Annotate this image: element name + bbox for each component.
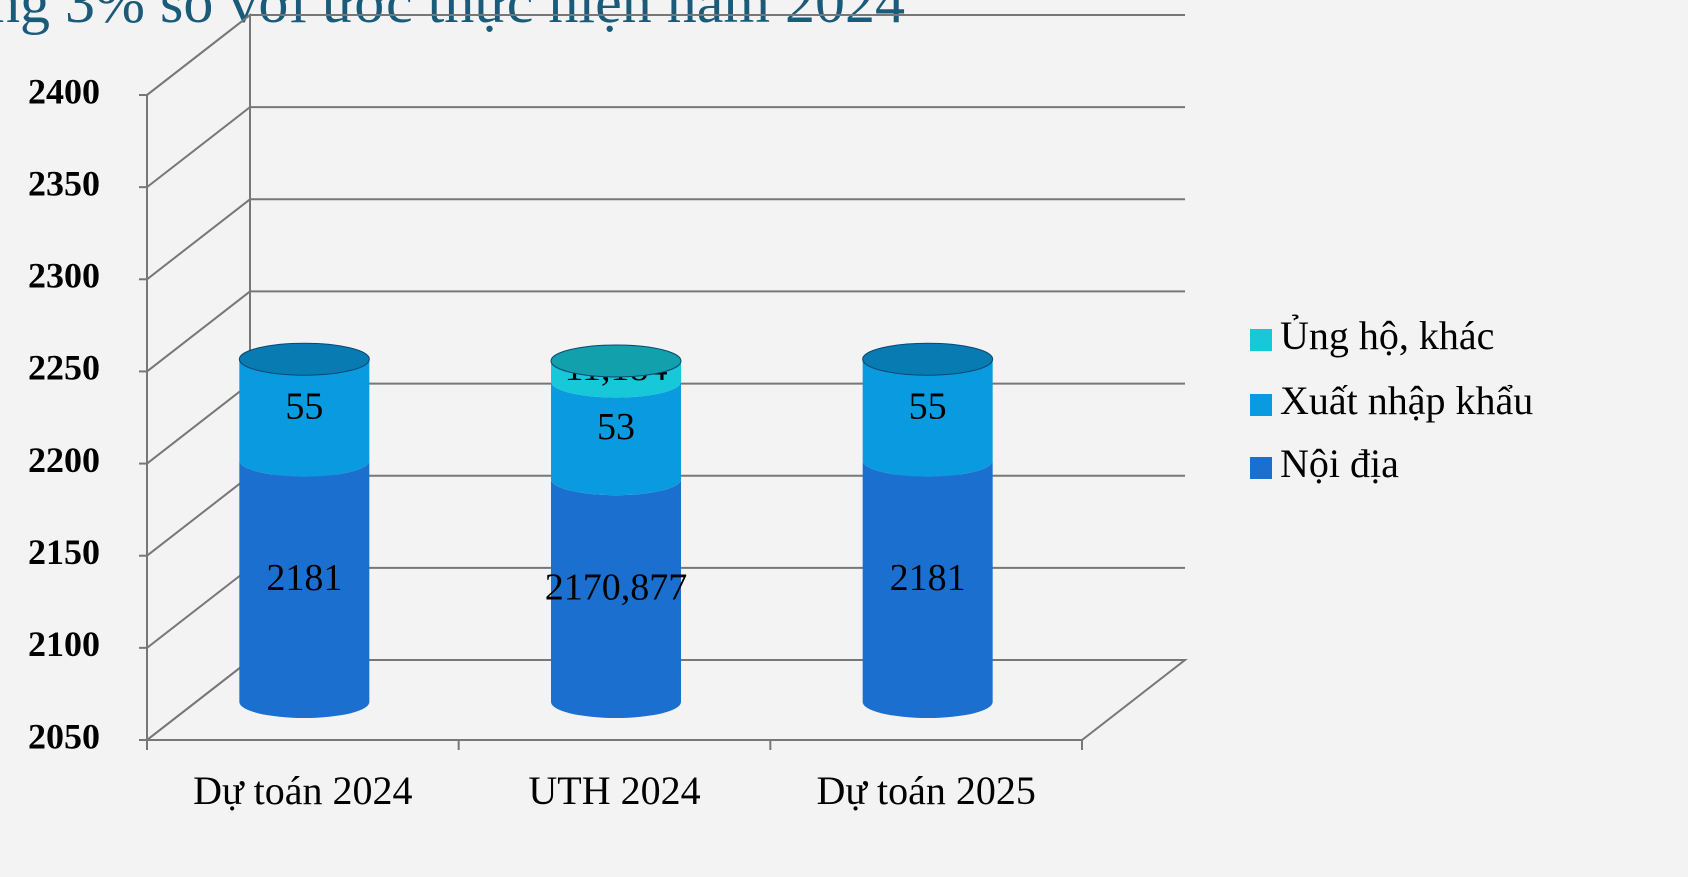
grid-line [146,382,251,465]
y-tick-label: 2250 [28,348,100,388]
cylinder-segment [862,359,993,477]
x-tick-label: Dự toán 2024 [193,768,412,813]
x-tick-label: Dự toán 2025 [816,768,1035,813]
grid-line [146,198,251,281]
back-wall [146,12,251,740]
y-tick-label: 2100 [28,624,100,664]
cylinder-segment [239,460,370,718]
legend-label: Ủng hộ, khác [1280,313,1494,358]
grid-line [146,106,251,188]
y-tick-label: 2200 [28,440,100,480]
cylinder-segment [551,360,681,398]
cylinder-top [238,342,370,376]
cylinder-top [862,342,994,376]
y-tick-label: 2300 [28,256,100,296]
legend-swatch [1250,329,1272,351]
y-tick-label: 2350 [28,163,100,203]
grid-line [146,290,251,373]
grid-line [146,14,251,96]
y-tick-label: 2150 [28,532,100,572]
y-tick-label: 2400 [28,71,100,111]
data-label: 2181 [890,557,966,599]
data-label: 55 [909,386,947,428]
x-tick-label: UTH 2024 [528,768,700,813]
data-label: 55 [285,386,323,428]
data-label: 2181 [266,557,342,599]
legend-label: Xuất nhập khẩu [1280,378,1533,423]
cylinder-segment [239,359,370,477]
legend-swatch [1250,457,1272,479]
y-tick-label: 2050 [28,716,100,756]
legend-swatch [1250,394,1272,416]
chart-title: ng 3% so với ước thực hiện năm 2024 [0,0,905,35]
cylinder-top [550,344,682,378]
grid-line [146,567,251,649]
grid-line [146,474,251,557]
legend-label: Nội địa [1280,441,1399,486]
data-label: 53 [597,406,635,448]
cylinder-segment [862,460,993,718]
grid-line [146,659,251,741]
data-label: 2170,877 [545,566,688,608]
cylinder-segment [551,479,681,718]
cylinder-segment [551,381,681,496]
